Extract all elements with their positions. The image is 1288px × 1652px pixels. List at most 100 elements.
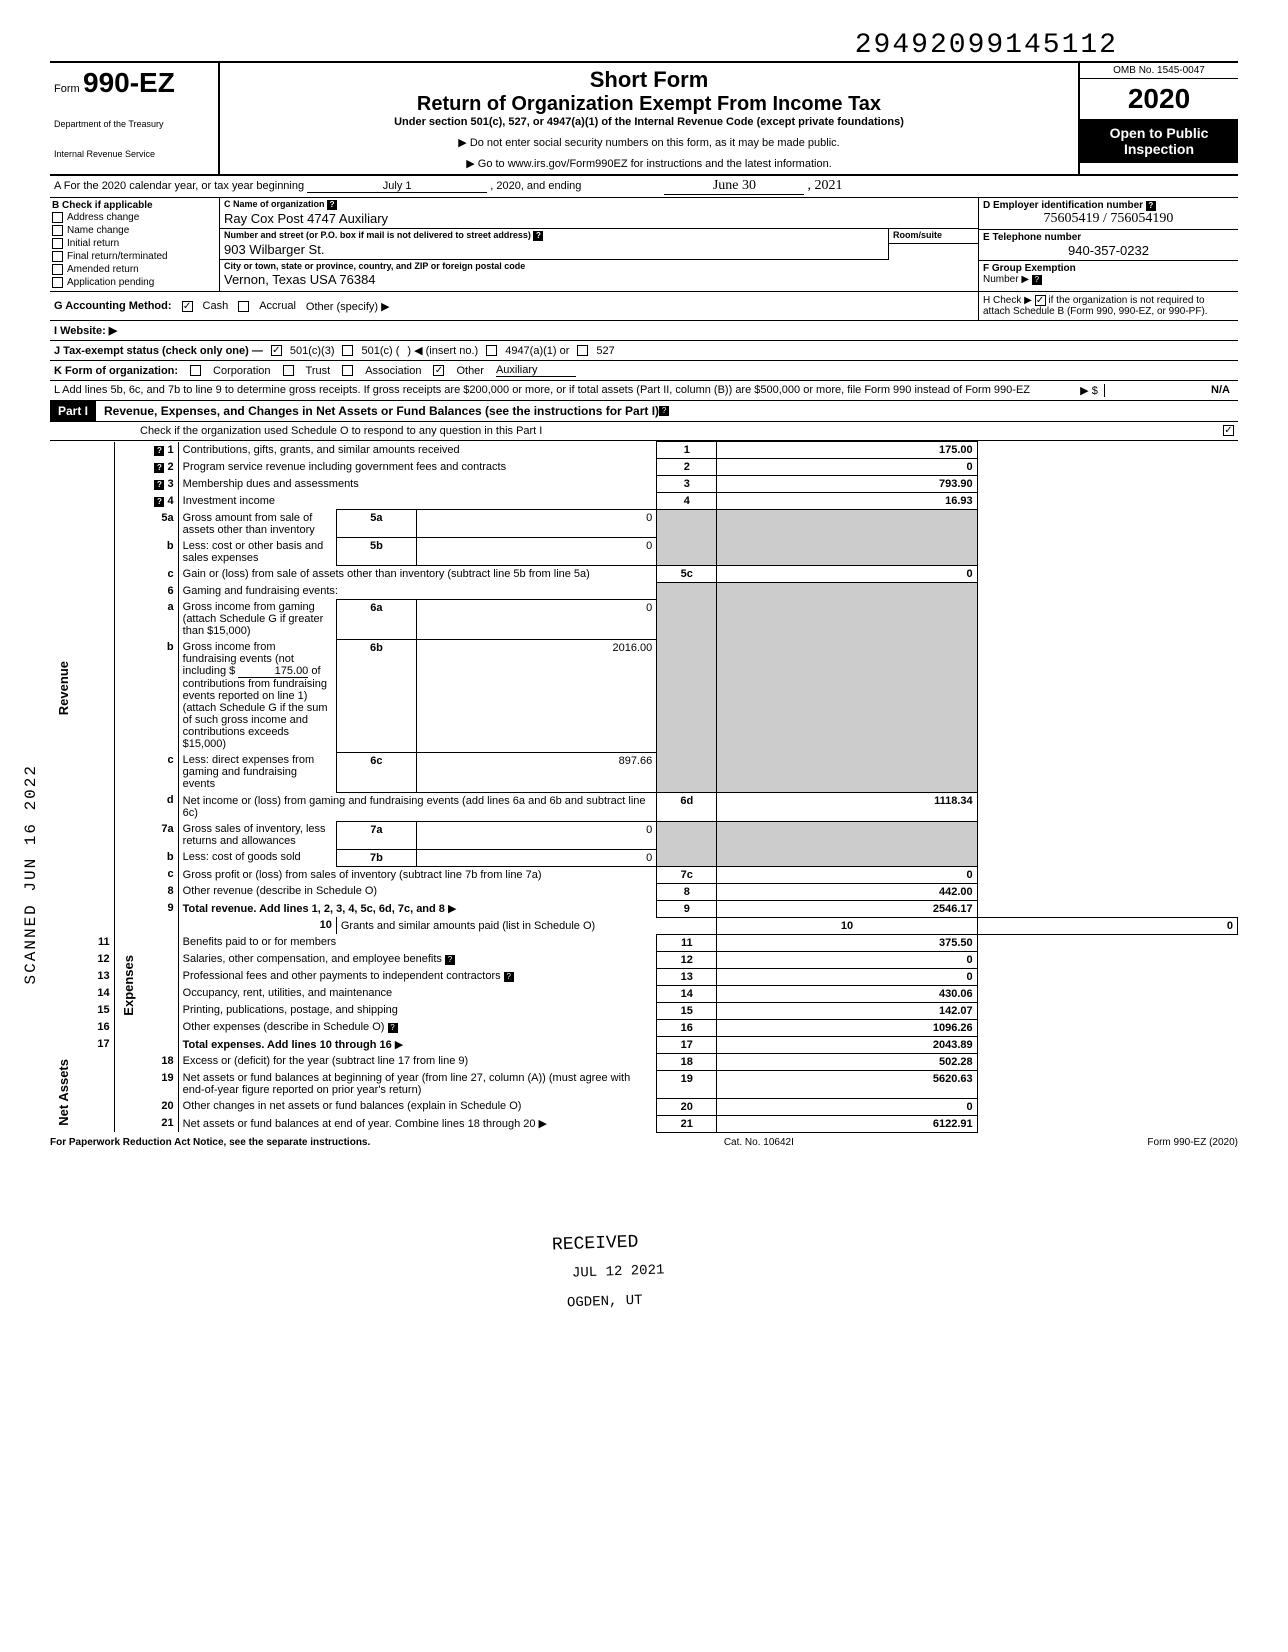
city-label: City or town, state or province, country…	[220, 260, 978, 272]
line-desc: Total expenses. Add lines 10 through 16	[183, 1039, 392, 1051]
section-d: D Employer identification number ? 75605…	[979, 198, 1238, 230]
tax-year: 2020	[1080, 79, 1238, 119]
line-desc: Program service revenue including govern…	[178, 459, 657, 476]
line-desc: Benefits paid to or for members	[178, 934, 657, 951]
lineno: 10	[178, 917, 336, 934]
chk-name-change[interactable]: Name change	[52, 224, 217, 237]
header-left: Form 990-EZ Department of the Treasury I…	[50, 63, 220, 174]
line-desc: Gross income from fundraising events (no…	[178, 639, 336, 752]
line-a: A For the 2020 calendar year, or tax yea…	[50, 176, 1238, 198]
chk-schedule-b[interactable]	[1035, 295, 1046, 306]
chk-corporation[interactable]	[190, 365, 201, 376]
lineno: 14	[50, 985, 114, 1002]
part1-check-text: Check if the organization used Schedule …	[140, 425, 1223, 437]
help-icon[interactable]: ?	[327, 200, 337, 210]
chk-initial-return[interactable]: Initial return	[52, 237, 217, 250]
dept-irs: Internal Revenue Service	[54, 149, 214, 159]
form-number: 990-EZ	[83, 67, 175, 98]
lines-table: Revenue ? 1 Contributions, gifts, grants…	[50, 441, 1238, 1133]
boxno: 4	[657, 493, 717, 510]
received-stamp: RECEIVED	[540, 1228, 651, 1260]
header-right: OMB No. 1545-0047 2020 Open to Public In…	[1078, 63, 1238, 174]
lbl-address-change: Address change	[67, 212, 139, 223]
section-i: I Website: ▶	[50, 321, 220, 340]
line-desc: Total revenue. Add lines 1, 2, 3, 4, 5c,…	[183, 903, 445, 915]
lbl-initial-return: Initial return	[67, 238, 119, 249]
chk-4947[interactable]	[486, 345, 497, 356]
help-icon[interactable]: ?	[445, 955, 455, 965]
help-icon[interactable]: ?	[504, 972, 514, 982]
chk-other-org[interactable]	[433, 365, 444, 376]
notice-ssn: ▶ Do not enter social security numbers o…	[228, 136, 1070, 149]
line-desc: Investment income	[178, 493, 657, 510]
boxno: 21	[657, 1115, 717, 1132]
room-value	[889, 241, 978, 244]
line-desc: Gross income from gaming (attach Schedul…	[178, 599, 336, 639]
amount: 0	[717, 459, 977, 476]
chk-amended-return[interactable]: Amended return	[52, 263, 217, 276]
lineno: 6	[114, 583, 178, 600]
help-icon[interactable]: ?	[659, 406, 669, 416]
line-desc: Less: cost or other basis and sales expe…	[178, 538, 336, 566]
right-column: D Employer identification number ? 75605…	[978, 198, 1238, 291]
amount: 6122.91	[717, 1115, 977, 1132]
boxno: 6d	[657, 792, 717, 821]
amount: 2043.89	[717, 1036, 977, 1053]
chk-address-change[interactable]: Address change	[52, 211, 217, 224]
chk-501c[interactable]	[342, 345, 353, 356]
line-desc: Professional fees and other payments to …	[183, 970, 501, 982]
help-icon[interactable]: ?	[1032, 275, 1042, 285]
lineno: 4	[168, 495, 174, 507]
amount: 442.00	[717, 883, 977, 900]
amount: 1118.34	[717, 792, 977, 821]
boxno: 19	[657, 1070, 717, 1098]
subamount: 0	[416, 538, 656, 566]
chk-cash[interactable]	[182, 301, 193, 312]
amount: 502.28	[717, 1053, 977, 1070]
chk-final-return[interactable]: Final return/terminated	[52, 250, 217, 263]
received-location-stamp: OGDEN, UT	[555, 1288, 655, 1315]
ein-label: D Employer identification number ?	[983, 200, 1234, 211]
chk-trust[interactable]	[283, 365, 294, 376]
lineno: 19	[114, 1070, 178, 1098]
scanned-stamp: SCANNED JUN 16 2022	[10, 760, 52, 988]
chk-527[interactable]	[577, 345, 588, 356]
help-icon[interactable]: ?	[388, 1023, 398, 1033]
year-prefix: 20	[1128, 83, 1159, 114]
document-id-number: 29492099145112	[50, 30, 1118, 61]
phone-value: 940-357-0232	[983, 243, 1234, 258]
help-icon[interactable]: ?	[533, 231, 543, 241]
chk-501c3[interactable]	[271, 345, 282, 356]
lineno: a	[114, 599, 178, 639]
lbl-other-org: Other	[456, 365, 484, 377]
row-i-j: I Website: ▶	[50, 321, 1238, 341]
chk-schedule-o[interactable]	[1223, 425, 1234, 436]
page-footer: For Paperwork Reduction Act Notice, see …	[50, 1133, 1238, 1148]
amount: 0	[717, 951, 977, 968]
line-desc: Gaming and fundraising events:	[178, 583, 657, 600]
section-b-label: B Check if applicable	[52, 200, 217, 211]
boxno: 16	[657, 1019, 717, 1036]
street-value: 903 Wilbarger St.	[220, 242, 888, 260]
section-h: H Check ▶ if the organization is not req…	[978, 292, 1238, 320]
section-j: J Tax-exempt status (check only one) — 5…	[50, 341, 1238, 361]
boxno: 13	[657, 968, 717, 985]
lineno: 17	[50, 1036, 114, 1053]
chk-application-pending[interactable]: Application pending	[52, 276, 217, 289]
boxno: 11	[657, 934, 717, 951]
line-a-mid: , 2020, and ending	[490, 180, 581, 192]
chk-accrual[interactable]	[238, 301, 249, 312]
lineno: b	[114, 849, 178, 866]
help-icon[interactable]: ?	[1146, 201, 1156, 211]
line-desc: Net assets or fund balances at end of ye…	[183, 1118, 536, 1130]
footer-right: Form 990-EZ (2020)	[1147, 1137, 1238, 1148]
lineno: 18	[114, 1053, 178, 1070]
room-label: Room/suite	[889, 229, 978, 241]
section-j-label: J Tax-exempt status (check only one) —	[54, 345, 263, 357]
boxno: 18	[657, 1053, 717, 1070]
line-desc: Contributions, gifts, grants, and simila…	[183, 444, 460, 456]
chk-association[interactable]	[342, 365, 353, 376]
lineno: c	[114, 566, 178, 583]
line-desc: Membership dues and assessments	[178, 476, 657, 493]
subamount: 0	[416, 599, 656, 639]
